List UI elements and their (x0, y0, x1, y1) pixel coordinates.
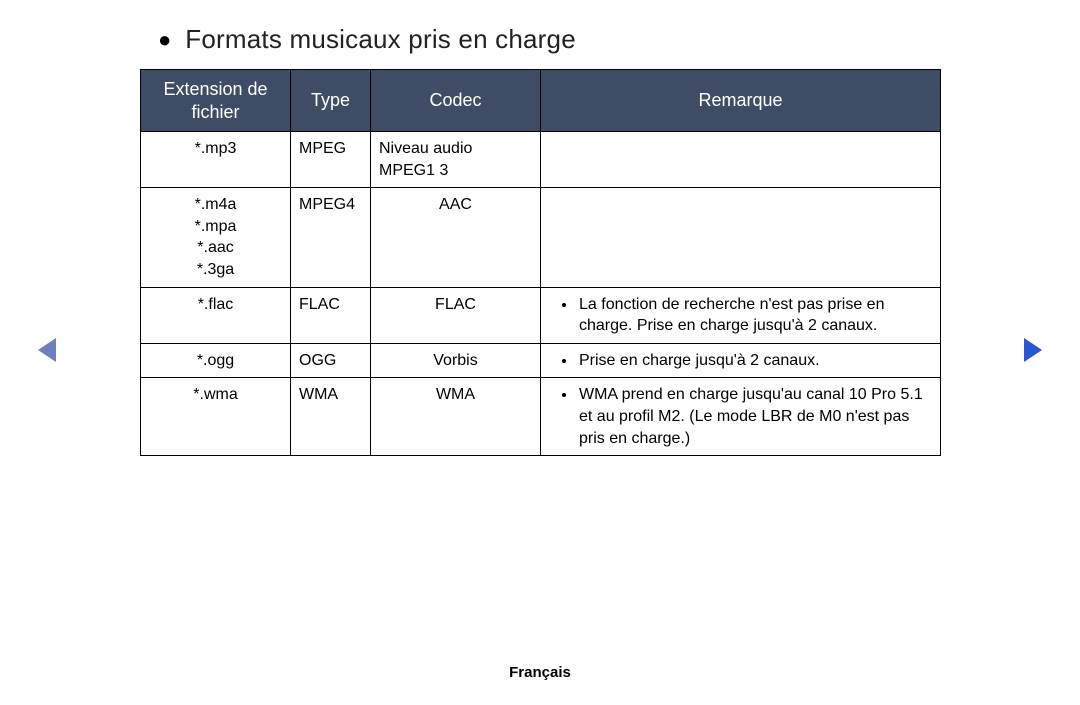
extension-value: *.mpa (149, 216, 282, 238)
cell-codec: FLAC (371, 287, 541, 343)
extension-value: *.3ga (149, 259, 282, 281)
col-header-remarque: Remarque (541, 70, 941, 132)
extension-value: *.mp3 (149, 138, 282, 160)
cell-type: MPEG (291, 132, 371, 188)
cell-type: MPEG4 (291, 188, 371, 287)
table-row: *.ogg OGGVorbis Prise en charge jusqu'à 2 … (141, 343, 941, 378)
table-row: *.wma WMAWMA WMA prend en charge jusqu'au … (141, 378, 941, 456)
next-page-arrow-icon[interactable] (1024, 338, 1042, 362)
prev-page-arrow-icon[interactable] (38, 338, 56, 362)
cell-type: OGG (291, 343, 371, 378)
extension-value: *.aac (149, 237, 282, 259)
cell-extension: *.mp3 (141, 132, 291, 188)
cell-remarque: WMA prend en charge jusqu'au canal 10 Pr… (541, 378, 941, 456)
cell-codec: Vorbis (371, 343, 541, 378)
remark-item: Prise en charge jusqu'à 2 canaux. (577, 350, 932, 372)
table-header: Extension defichier Type Codec Remarque (141, 70, 941, 132)
footer-language: Français (0, 664, 1080, 681)
cell-extension: *.wma (141, 378, 291, 456)
cell-extension: *.ogg (141, 343, 291, 378)
cell-remarque: Prise en charge jusqu'à 2 canaux. (541, 343, 941, 378)
remark-item: La fonction de recherche n'est pas prise… (577, 294, 932, 337)
cell-type: FLAC (291, 287, 371, 343)
cell-codec: AAC (371, 188, 541, 287)
section-title: Formats musicaux pris en charge (185, 24, 576, 55)
cell-extension: *.m4a*.mpa*.aac*.3ga (141, 188, 291, 287)
col-header-codec: Codec (371, 70, 541, 132)
col-header-extension: Extension defichier (141, 70, 291, 132)
col-header-type: Type (291, 70, 371, 132)
content-area: ● Formats musicaux pris en charge Extens… (140, 24, 940, 456)
col-header-extension-l1: Extension defichier (163, 79, 267, 122)
remark-list: La fonction de recherche n'est pas prise… (549, 294, 932, 337)
page: ● Formats musicaux pris en charge Extens… (0, 0, 1080, 705)
cell-remarque (541, 132, 941, 188)
remark-item: WMA prend en charge jusqu'au canal 10 Pr… (577, 384, 932, 449)
formats-table: Extension defichier Type Codec Remarque … (140, 69, 941, 456)
extension-value: *.ogg (149, 350, 282, 372)
extension-value: *.m4a (149, 194, 282, 216)
table-row: *.mp3 MPEGNiveau audio MPEG1 3 (141, 132, 941, 188)
table-row: *.m4a*.mpa*.aac*.3gaMPEG4AAC (141, 188, 941, 287)
extension-value: *.flac (149, 294, 282, 316)
cell-extension: *.flac (141, 287, 291, 343)
extension-value: *.wma (149, 384, 282, 406)
cell-codec: Niveau audio MPEG1 3 (371, 132, 541, 188)
cell-remarque: La fonction de recherche n'est pas prise… (541, 287, 941, 343)
bullet-icon: ● (158, 29, 171, 51)
remark-list: Prise en charge jusqu'à 2 canaux. (549, 350, 932, 372)
cell-codec: WMA (371, 378, 541, 456)
cell-remarque (541, 188, 941, 287)
section-title-row: ● Formats musicaux pris en charge (158, 24, 940, 55)
table-row: *.flac FLACFLAC La fonction de recherche n… (141, 287, 941, 343)
remark-list: WMA prend en charge jusqu'au canal 10 Pr… (549, 384, 932, 449)
cell-type: WMA (291, 378, 371, 456)
table-body: *.mp3MPEGNiveau audio MPEG1 3*.m4a*.mpa*… (141, 132, 941, 456)
